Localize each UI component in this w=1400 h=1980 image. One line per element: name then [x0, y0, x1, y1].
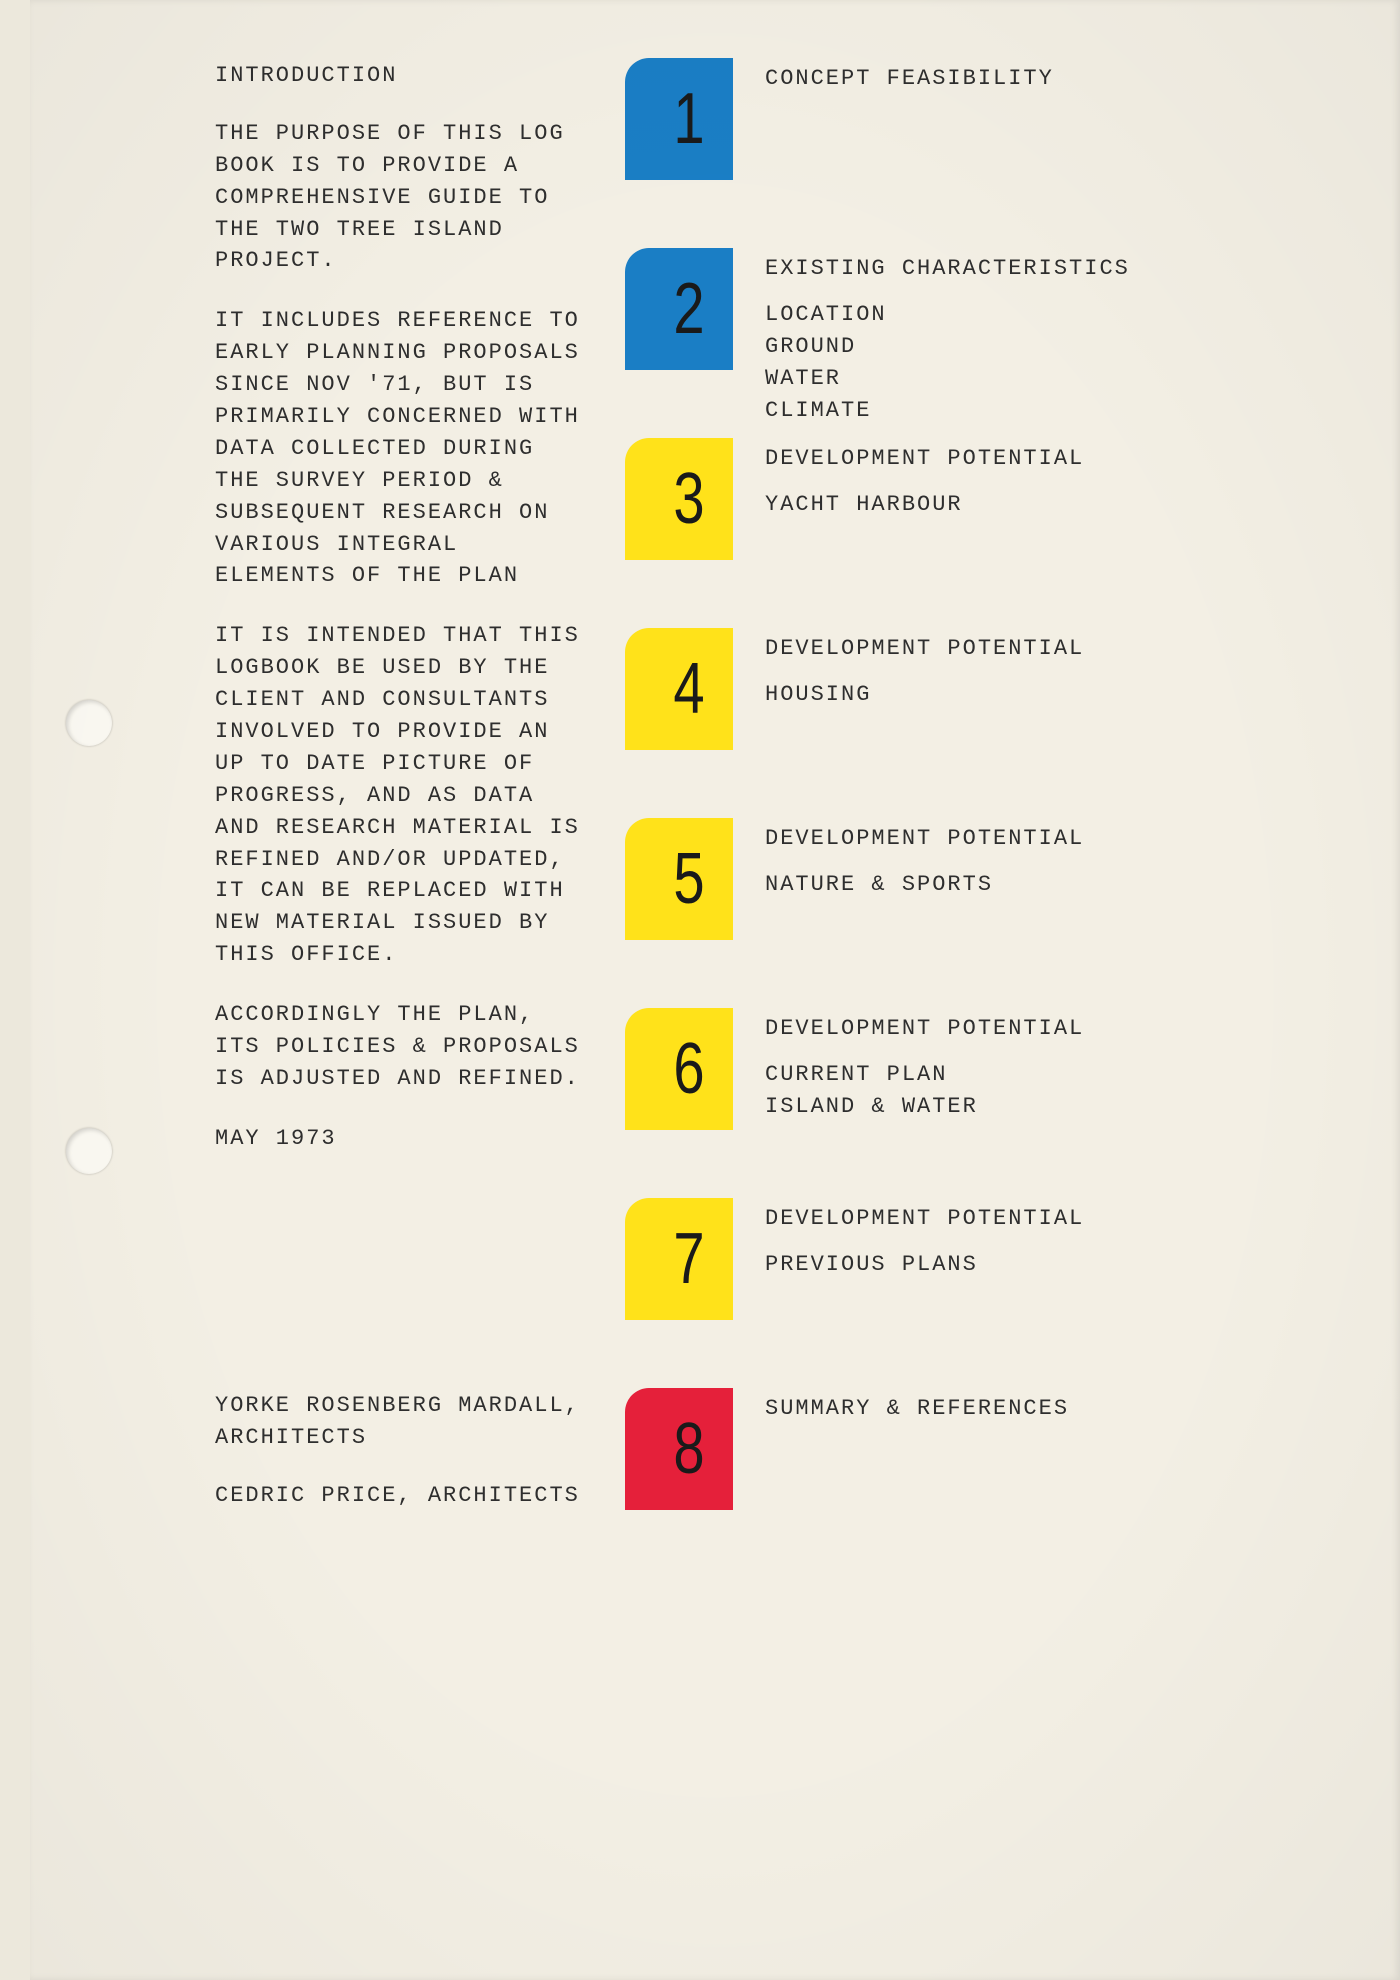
sections-column: 1 CONCEPT FEASIBILITY 2 EXISTING CHARACTERI… [625, 58, 1350, 1578]
section-tab: 5 [625, 818, 733, 940]
intro-paragraph: ACCORDINGLY THE PLAN, ITS POLICIES & PRO… [215, 999, 585, 1095]
section-items: NATURE & SPORTS [765, 869, 1084, 901]
binder-hole-icon [66, 700, 112, 746]
credits-block: YORKE ROSENBERG MARDALL, ARCHITECTS CEDR… [215, 1390, 585, 1512]
section-row: 5 DEVELOPMENT POTENTIAL NATURE & SPORTS [625, 818, 1350, 1008]
section-items: LOCATIONGROUNDWATERCLIMATE [765, 299, 1130, 427]
intro-paragraph: IT INCLUDES REFERENCE TO EARLY PLANNING … [215, 305, 585, 592]
section-item: HOUSING [765, 679, 1084, 711]
intro-date: MAY 1973 [215, 1123, 585, 1155]
section-item: ISLAND & WATER [765, 1091, 1084, 1123]
section-number: 1 [673, 78, 704, 160]
section-tab: 1 [625, 58, 733, 180]
section-row: 8 SUMMARY & REFERENCES [625, 1388, 1350, 1578]
section-title: DEVELOPMENT POTENTIAL [765, 1012, 1084, 1045]
section-title: CONCEPT FEASIBILITY [765, 62, 1054, 95]
section-number: 8 [673, 1408, 704, 1490]
section-tab: 7 [625, 1198, 733, 1320]
section-tab: 8 [625, 1388, 733, 1510]
section-text: CONCEPT FEASIBILITY [765, 58, 1054, 109]
section-item: LOCATION [765, 299, 1130, 331]
section-text: SUMMARY & REFERENCES [765, 1388, 1069, 1439]
section-title: EXISTING CHARACTERISTICS [765, 252, 1130, 285]
section-title: SUMMARY & REFERENCES [765, 1392, 1069, 1425]
section-title: DEVELOPMENT POTENTIAL [765, 442, 1084, 475]
section-number: 3 [673, 458, 704, 540]
section-items: CURRENT PLANISLAND & WATER [765, 1059, 1084, 1123]
section-item: NATURE & SPORTS [765, 869, 1084, 901]
section-row: 7 DEVELOPMENT POTENTIAL PREVIOUS PLANS [625, 1198, 1350, 1388]
credit-line: YORKE ROSENBERG MARDALL, ARCHITECTS [215, 1390, 585, 1454]
section-number: 4 [673, 648, 704, 730]
section-row: 2 EXISTING CHARACTERISTICS LOCATIONGROUNDW… [625, 248, 1350, 438]
section-number: 2 [673, 268, 704, 350]
section-row: 3 DEVELOPMENT POTENTIAL YACHT HARBOUR [625, 438, 1350, 628]
section-text: DEVELOPMENT POTENTIAL PREVIOUS PLANS [765, 1198, 1084, 1281]
section-title: DEVELOPMENT POTENTIAL [765, 632, 1084, 665]
section-row: 1 CONCEPT FEASIBILITY [625, 58, 1350, 248]
section-item: CURRENT PLAN [765, 1059, 1084, 1091]
section-items: PREVIOUS PLANS [765, 1249, 1084, 1281]
section-title: DEVELOPMENT POTENTIAL [765, 1202, 1084, 1235]
section-tab: 2 [625, 248, 733, 370]
section-text: DEVELOPMENT POTENTIAL NATURE & SPORTS [765, 818, 1084, 901]
intro-paragraph: THE PURPOSE OF THIS LOG BOOK IS TO PROVI… [215, 118, 585, 277]
section-tab: 6 [625, 1008, 733, 1130]
section-number: 6 [673, 1028, 704, 1110]
section-tab: 3 [625, 438, 733, 560]
section-tab: 4 [625, 628, 733, 750]
section-item: PREVIOUS PLANS [765, 1249, 1084, 1281]
section-text: DEVELOPMENT POTENTIAL HOUSING [765, 628, 1084, 711]
section-number: 5 [673, 838, 704, 920]
introduction-column: INTRODUCTION THE PURPOSE OF THIS LOG BOO… [215, 60, 585, 1155]
binder-hole-icon [66, 1128, 112, 1174]
section-text: DEVELOPMENT POTENTIAL CURRENT PLANISLAND … [765, 1008, 1084, 1123]
section-item: GROUND [765, 331, 1130, 363]
intro-paragraph: IT IS INTENDED THAT THIS LOGBOOK BE USED… [215, 620, 585, 971]
section-text: DEVELOPMENT POTENTIAL YACHT HARBOUR [765, 438, 1084, 521]
section-items: HOUSING [765, 679, 1084, 711]
section-row: 4 DEVELOPMENT POTENTIAL HOUSING [625, 628, 1350, 818]
section-item: WATER [765, 363, 1130, 395]
section-item: YACHT HARBOUR [765, 489, 1084, 521]
section-item: CLIMATE [765, 395, 1130, 427]
intro-title: INTRODUCTION [215, 60, 585, 92]
section-number: 7 [673, 1218, 704, 1300]
credit-line: CEDRIC PRICE, ARCHITECTS [215, 1480, 585, 1512]
section-items: YACHT HARBOUR [765, 489, 1084, 521]
page: INTRODUCTION THE PURPOSE OF THIS LOG BOO… [30, 0, 1400, 1980]
section-text: EXISTING CHARACTERISTICS LOCATIONGROUNDWA… [765, 248, 1130, 427]
section-row: 6 DEVELOPMENT POTENTIAL CURRENT PLANISLAND… [625, 1008, 1350, 1198]
section-title: DEVELOPMENT POTENTIAL [765, 822, 1084, 855]
